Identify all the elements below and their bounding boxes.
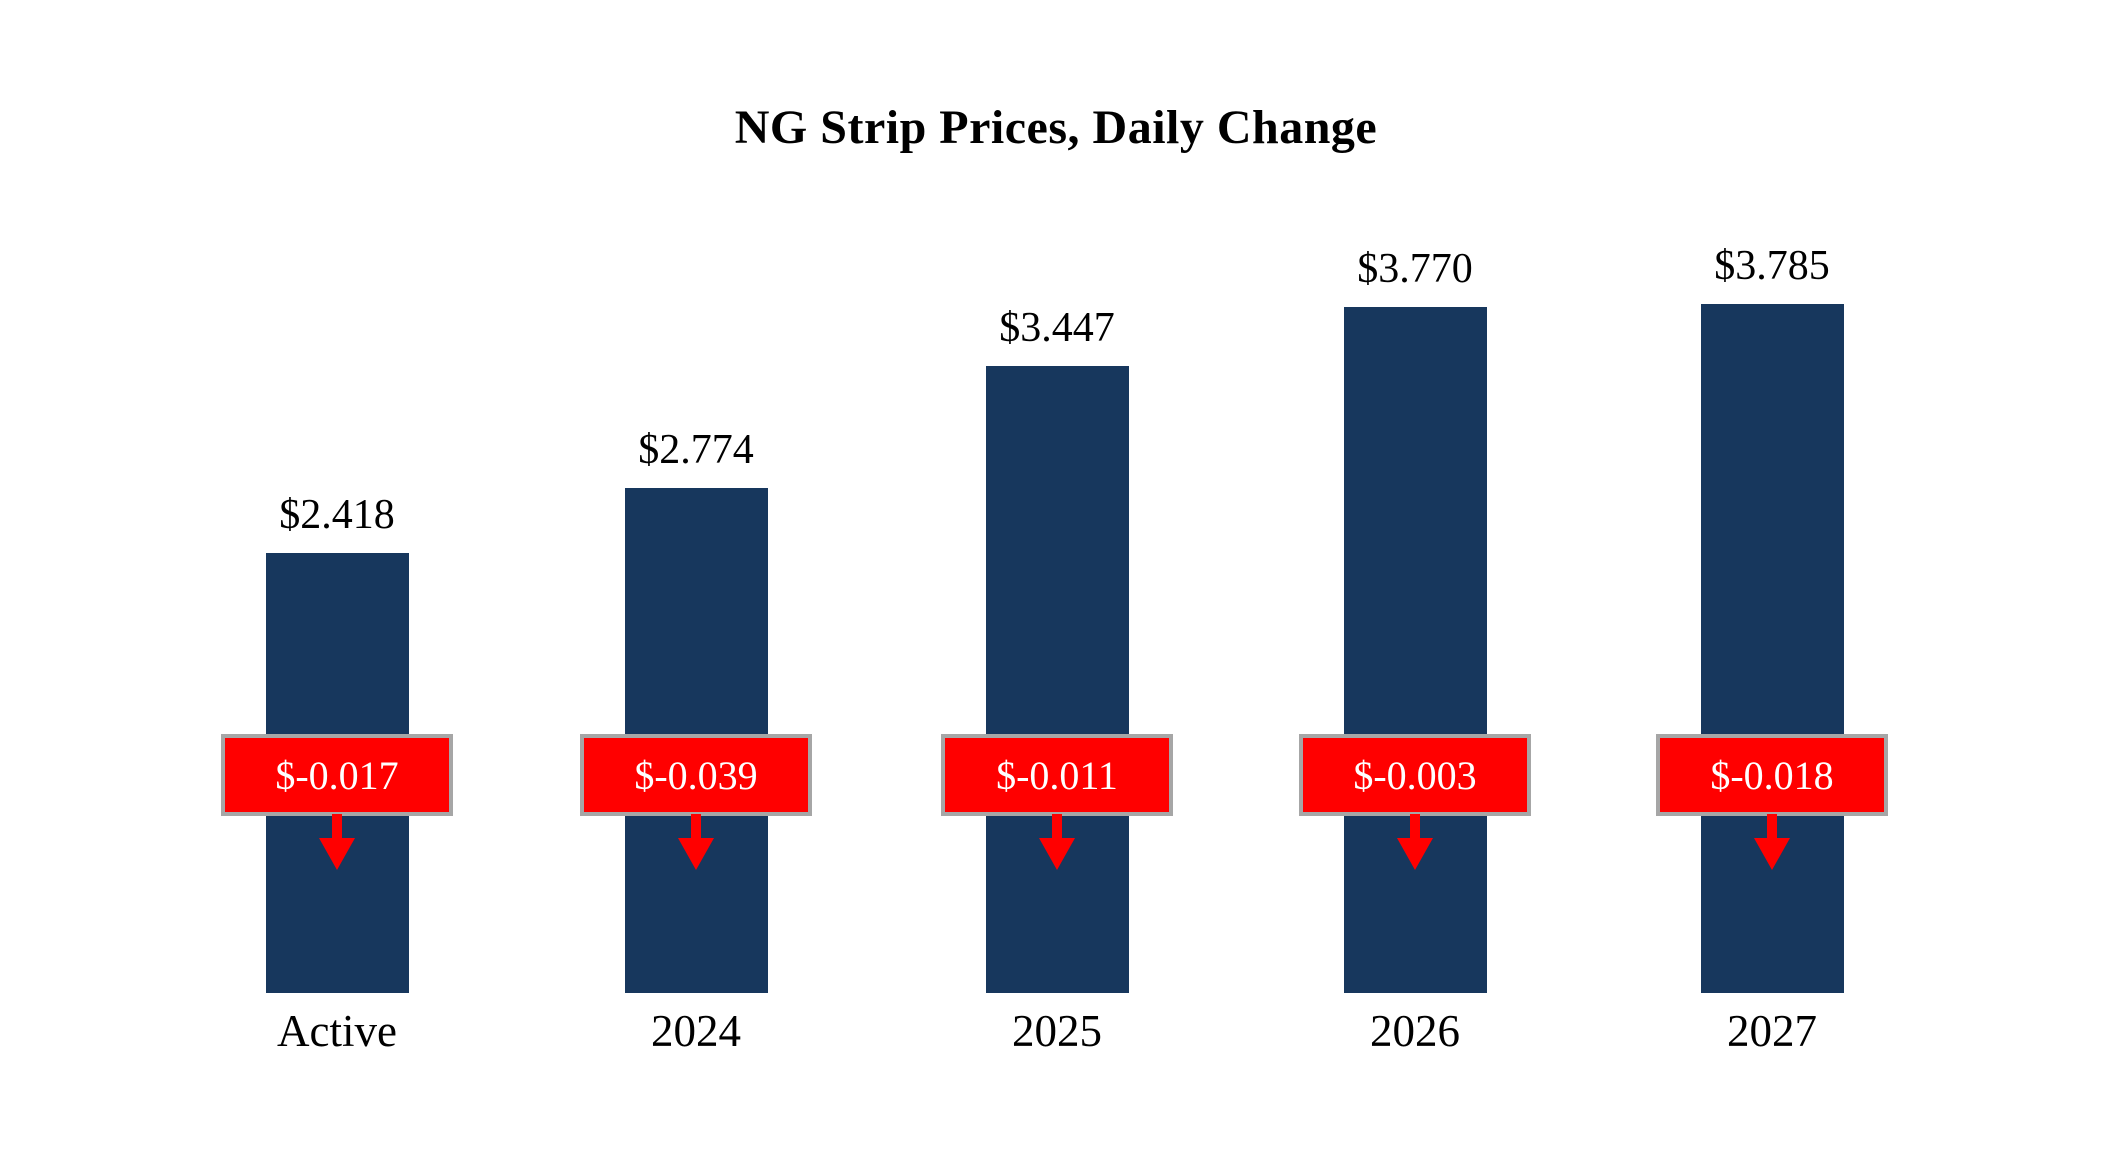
down-arrow-icon bbox=[1035, 814, 1079, 870]
change-badge: $-0.017 bbox=[221, 734, 453, 816]
bar bbox=[1343, 307, 1487, 993]
value-label: $2.774 bbox=[638, 427, 754, 473]
down-arrow-icon bbox=[674, 814, 718, 870]
down-arrow-icon bbox=[1393, 814, 1437, 870]
category-label: 2025 bbox=[1012, 1006, 1102, 1056]
category-label: 2024 bbox=[651, 1006, 741, 1056]
category-label: 2026 bbox=[1370, 1006, 1460, 1056]
category-label: Active bbox=[277, 1006, 397, 1056]
bar bbox=[985, 366, 1129, 993]
value-label: $3.785 bbox=[1714, 243, 1830, 289]
value-label: $3.770 bbox=[1357, 246, 1473, 292]
change-badge: $-0.039 bbox=[580, 734, 812, 816]
down-arrow-icon bbox=[315, 814, 359, 870]
change-badge: $-0.003 bbox=[1299, 734, 1531, 816]
chart-title: NG Strip Prices, Daily Change bbox=[734, 101, 1378, 154]
change-badge: $-0.011 bbox=[941, 734, 1173, 816]
change-badge: $-0.018 bbox=[1656, 734, 1888, 816]
down-arrow-icon bbox=[1750, 814, 1794, 870]
value-label: $2.418 bbox=[279, 492, 395, 538]
category-label: 2027 bbox=[1727, 1006, 1817, 1056]
value-label: $3.447 bbox=[999, 305, 1115, 351]
bar bbox=[1700, 304, 1844, 993]
